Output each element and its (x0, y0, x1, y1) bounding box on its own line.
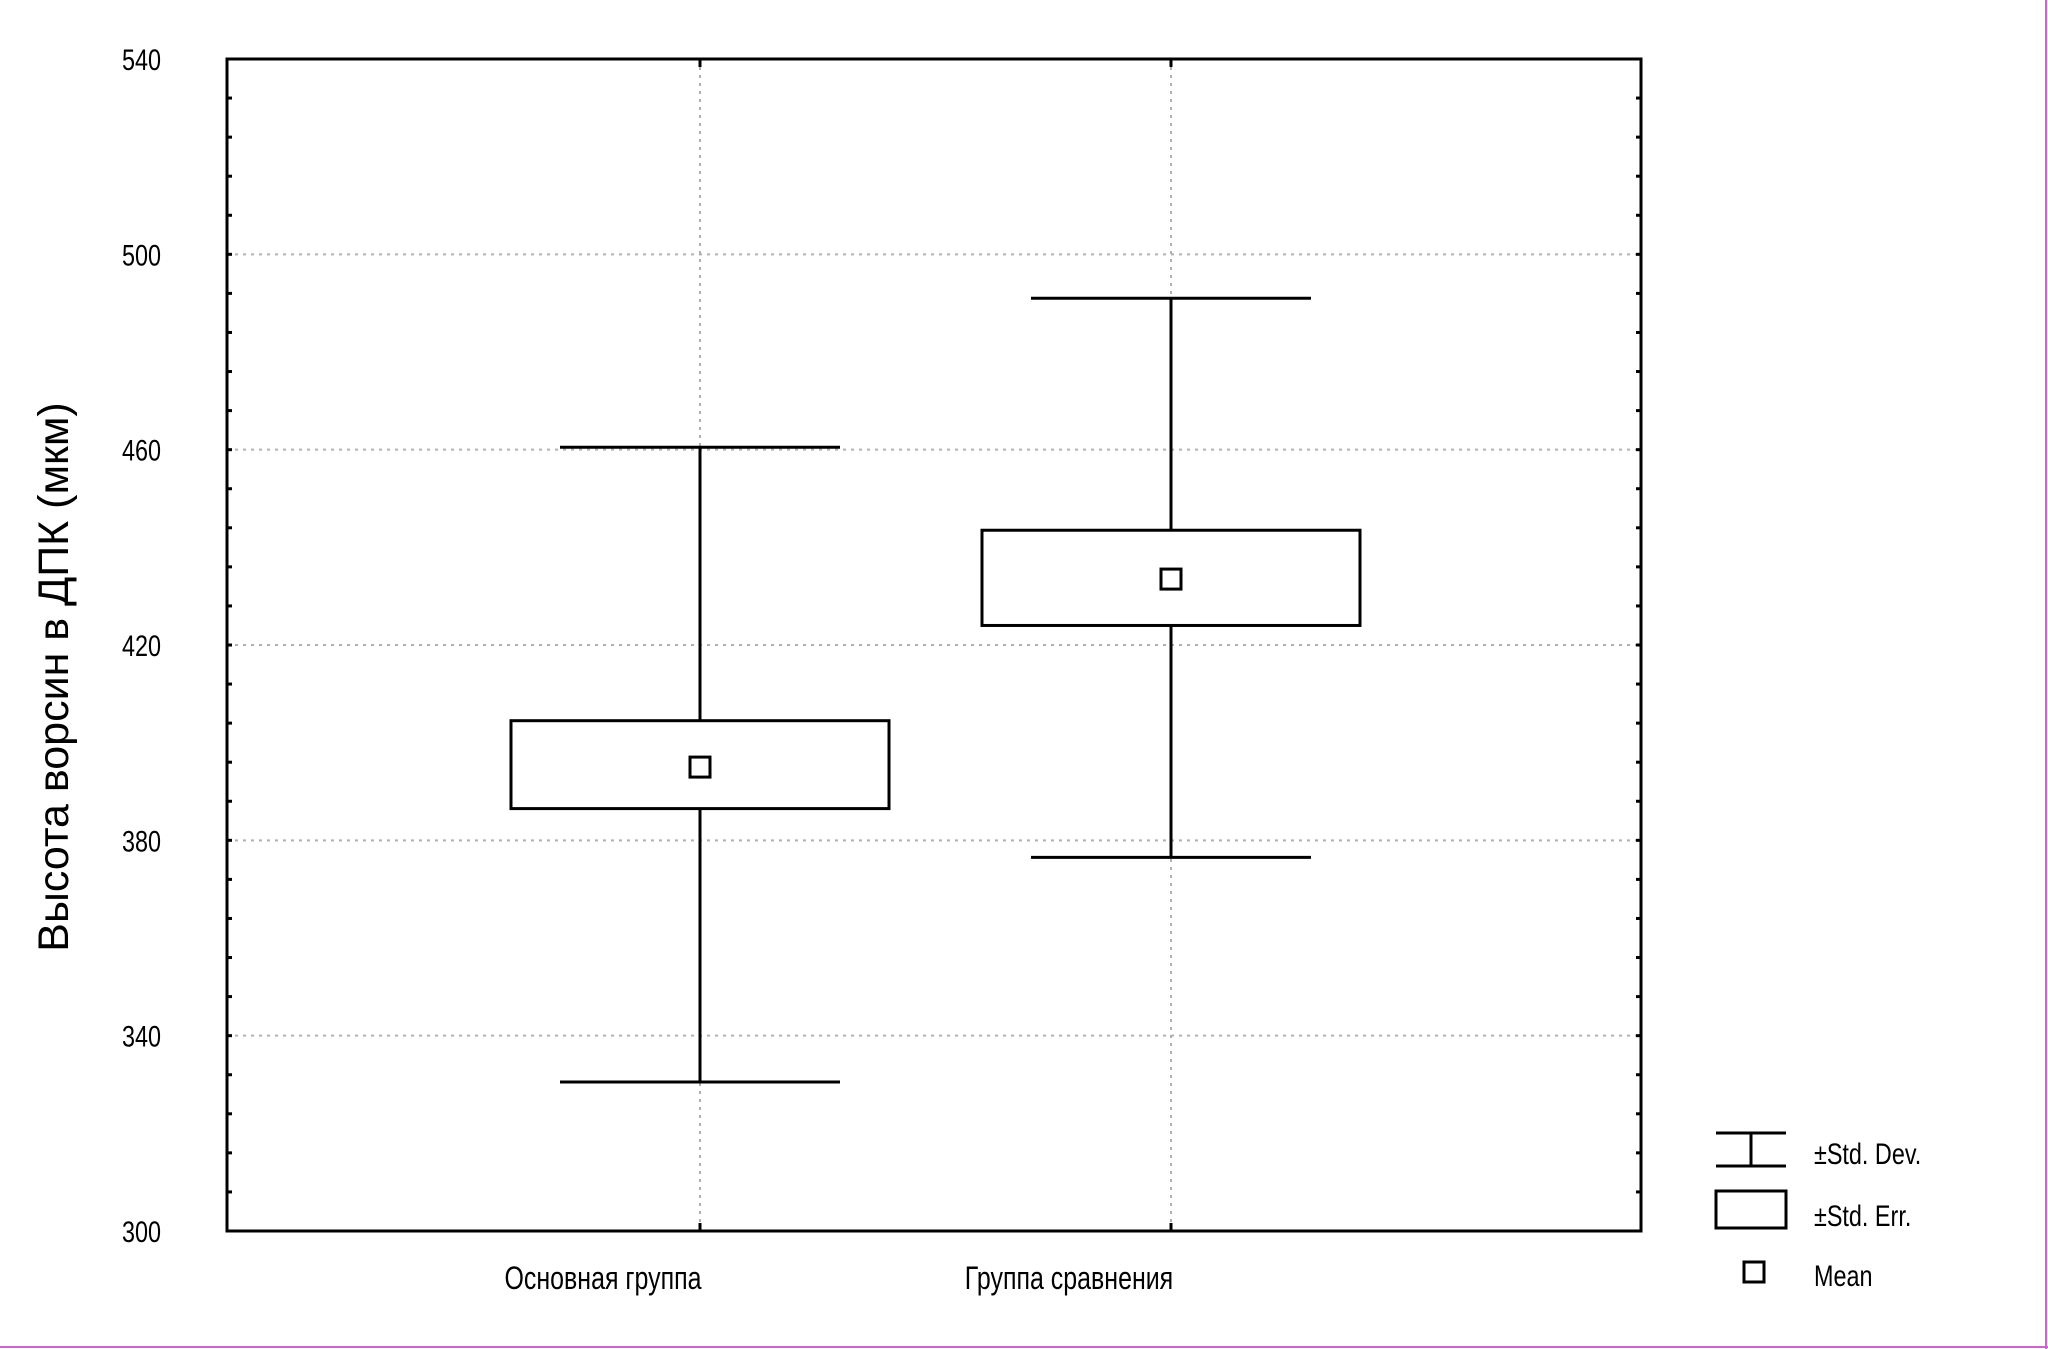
series-marks (509, 296, 1362, 1084)
legend-item-mean: Mean (1742, 1259, 1873, 1293)
box-series-2 (980, 296, 1362, 859)
box-series-1 (509, 445, 891, 1084)
x-category-labels: Основная группа Группа сравнения (505, 1261, 1174, 1297)
legend-label-mean: Mean (1814, 1259, 1873, 1292)
y-axis-title: Высота ворсин в ДПК (мкм) (30, 402, 78, 951)
y-tick-label: 340 (122, 1020, 161, 1053)
legend-box-symbol (1714, 1189, 1788, 1230)
y-tick-label: 300 (122, 1215, 161, 1248)
y-tick-label: 500 (122, 239, 161, 272)
mean-marker (1159, 567, 1183, 591)
legend-item-std-dev: ±Std. Dev. (1716, 1131, 1921, 1171)
x-category-label: Группа сравнения (965, 1261, 1173, 1297)
y-tick-label: 380 (122, 825, 161, 858)
plot-frame (225, 57, 1643, 1233)
y-tick-labels: 300 340 380 420 460 500 540 (122, 43, 161, 1248)
legend-mean-symbol (1742, 1260, 1766, 1284)
legend-item-std-err: ±Std. Err. (1714, 1189, 1911, 1233)
x-category-label: Основная группа (505, 1261, 702, 1297)
mean-marker (688, 755, 712, 779)
legend: ±Std. Dev. ±Std. Err. Mean (1714, 1131, 1921, 1293)
y-tick-label: 540 (122, 43, 161, 76)
legend-label-std-err: ±Std. Err. (1814, 1199, 1911, 1232)
y-tick-label: 460 (122, 434, 161, 467)
legend-label-std-dev: ±Std. Dev. (1814, 1137, 1921, 1170)
y-tick-label: 420 (122, 629, 161, 662)
